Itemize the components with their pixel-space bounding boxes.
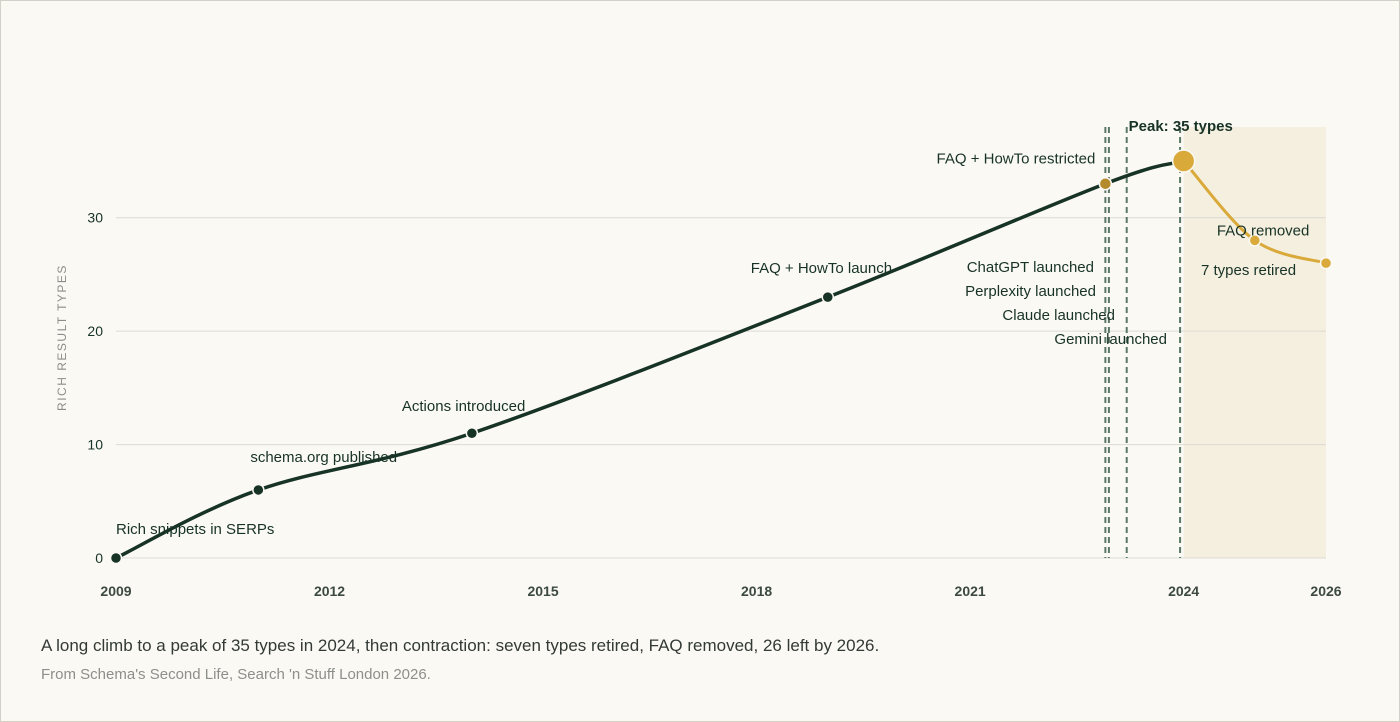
point-annotation: schema.org published: [250, 449, 397, 466]
event-annotation: ChatGPT launched: [967, 259, 1094, 276]
point-annotation: FAQ + HowTo launch: [751, 260, 892, 277]
data-point: [465, 426, 479, 440]
data-point-decline: [1248, 234, 1262, 247]
data-point-decline: [1319, 256, 1333, 270]
point-annotation: Rich snippets in SERPs: [116, 521, 274, 538]
x-tick-label: 2021: [955, 583, 986, 599]
event-annotation: Perplexity launched: [965, 283, 1096, 300]
x-tick-label: 2009: [100, 583, 131, 599]
data-point-restricted: [1098, 176, 1113, 191]
data-point: [252, 483, 265, 497]
point-annotation: Actions introduced: [402, 398, 525, 415]
y-tick-label: 0: [95, 550, 103, 566]
chart-caption: A long climb to a peak of 35 types in 20…: [41, 636, 880, 655]
y-axis-label: RICH RESULT TYPES: [55, 264, 69, 411]
event-annotation: Claude launched: [1002, 307, 1115, 324]
y-tick-label: 20: [87, 323, 103, 339]
point-annotation: FAQ + HowTo restricted: [937, 151, 1096, 168]
point-annotation: Peak: 35 types: [1129, 118, 1233, 135]
point-annotation: 7 types retired: [1201, 262, 1296, 279]
x-tick-label: 2024: [1168, 583, 1199, 599]
series-line-growth: [114, 159, 1186, 560]
y-tick-label: 10: [87, 437, 103, 453]
chart-svg: 0 10 20 30 2009 2012 2015 2018 2021 2024 2026 RICH …: [55, 118, 1342, 599]
y-tick-label: 30: [87, 210, 103, 226]
data-point: [109, 551, 123, 565]
x-tick-label: 2018: [741, 583, 772, 599]
point-annotation: FAQ removed: [1217, 222, 1310, 239]
data-point: [821, 290, 835, 304]
event-annotation: Gemini launched: [1054, 331, 1167, 348]
decline-shade: [1183, 127, 1326, 558]
x-tick-label: 2012: [314, 583, 345, 599]
x-tick-label: 2015: [527, 583, 558, 599]
data-point-peak: [1171, 149, 1196, 173]
x-tick-label: 2026: [1310, 583, 1341, 599]
chart-source: From Schema's Second Life, Search 'n Stu…: [41, 666, 431, 683]
